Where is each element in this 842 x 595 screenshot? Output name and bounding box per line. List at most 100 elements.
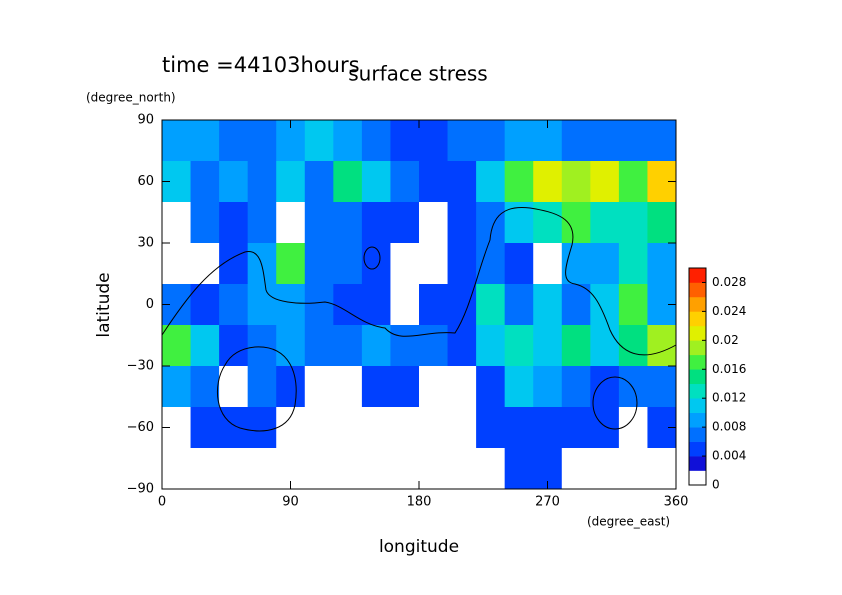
- cell: [419, 161, 449, 203]
- coast-line: [161, 206, 677, 356]
- coastline: [161, 206, 677, 432]
- cell: [561, 407, 591, 449]
- cell: [561, 161, 591, 203]
- cell: [618, 202, 648, 244]
- cell: [419, 284, 449, 326]
- cell: [333, 448, 363, 490]
- cell: [447, 120, 477, 162]
- cell: [333, 202, 363, 244]
- x-unit: (degree_east): [587, 515, 670, 529]
- cell: [647, 120, 677, 162]
- cell: [190, 407, 220, 449]
- cell: [276, 284, 306, 326]
- cell: [304, 448, 334, 490]
- cell: [390, 161, 420, 203]
- cell: [590, 325, 620, 367]
- cell: [361, 448, 391, 490]
- y-tick-label: −90: [127, 482, 154, 497]
- cell: [162, 325, 192, 367]
- cell: [190, 243, 220, 285]
- cell: [618, 284, 648, 326]
- cell: [361, 366, 391, 408]
- cell: [162, 448, 192, 490]
- cell: [276, 243, 306, 285]
- cell: [190, 448, 220, 490]
- cell: [247, 120, 277, 162]
- cell: [618, 325, 648, 367]
- cell: [419, 243, 449, 285]
- cell: [219, 243, 249, 285]
- cell: [219, 325, 249, 367]
- field: [162, 120, 677, 490]
- cell: [304, 366, 334, 408]
- cell: [247, 202, 277, 244]
- cell: [447, 161, 477, 203]
- colorbar-band: [689, 456, 706, 471]
- cell: [333, 243, 363, 285]
- colorbar-band: [689, 441, 706, 457]
- colorbar-tick-label: 0.008: [712, 420, 746, 434]
- y-tick-label: −30: [127, 359, 154, 374]
- cell: [447, 284, 477, 326]
- cell: [561, 284, 591, 326]
- colorbar-tick-label: 0.024: [712, 304, 746, 318]
- cell: [533, 407, 563, 449]
- cell: [390, 284, 420, 326]
- colorbar-band: [689, 268, 706, 283]
- colorbar-band: [689, 311, 706, 327]
- cell: [247, 407, 277, 449]
- cell: [304, 284, 334, 326]
- y-tick-label: 90: [137, 113, 154, 128]
- cell: [590, 161, 620, 203]
- x-axis-label: longitude: [379, 537, 459, 557]
- cell: [247, 161, 277, 203]
- cell: [219, 161, 249, 203]
- cell: [304, 120, 334, 162]
- cell: [618, 161, 648, 203]
- colorbar-band: [689, 340, 706, 356]
- colorbar-band: [689, 369, 706, 385]
- cell: [419, 407, 449, 449]
- colorbar-band: [689, 354, 706, 370]
- cell: [247, 243, 277, 285]
- cell: [419, 366, 449, 408]
- y-tick-label: −60: [127, 420, 154, 435]
- cell: [276, 366, 306, 408]
- colorbar-band: [689, 470, 706, 486]
- coast-line: [592, 376, 638, 430]
- cell: [419, 448, 449, 490]
- cell: [647, 448, 677, 490]
- colorbar-band: [689, 427, 706, 442]
- cell: [162, 202, 192, 244]
- cell: [476, 284, 506, 326]
- colorbar-tick-label: 0.02: [712, 333, 739, 347]
- cell: [162, 366, 192, 408]
- colorbar-band: [689, 282, 706, 298]
- cell: [533, 366, 563, 408]
- cell: [504, 161, 534, 203]
- cell: [276, 161, 306, 203]
- cell: [219, 284, 249, 326]
- colorbar-tick-label: 0: [712, 478, 720, 492]
- x-tick-label: 180: [407, 495, 432, 510]
- cell: [190, 161, 220, 203]
- colorbar-band: [689, 383, 706, 399]
- cell: [447, 366, 477, 408]
- cell: [447, 325, 477, 367]
- cell: [390, 448, 420, 490]
- cell: [333, 366, 363, 408]
- cell: [247, 448, 277, 490]
- cell: [361, 202, 391, 244]
- cell: [276, 325, 306, 367]
- y-tick-label: 60: [137, 174, 154, 189]
- x-tick-label: 360: [664, 495, 689, 510]
- cell: [533, 284, 563, 326]
- cell: [247, 284, 277, 326]
- cell: [304, 161, 334, 203]
- y-tick-label: 0: [146, 297, 154, 312]
- cell: [504, 120, 534, 162]
- cell: [476, 243, 506, 285]
- cell: [390, 202, 420, 244]
- cell: [476, 325, 506, 367]
